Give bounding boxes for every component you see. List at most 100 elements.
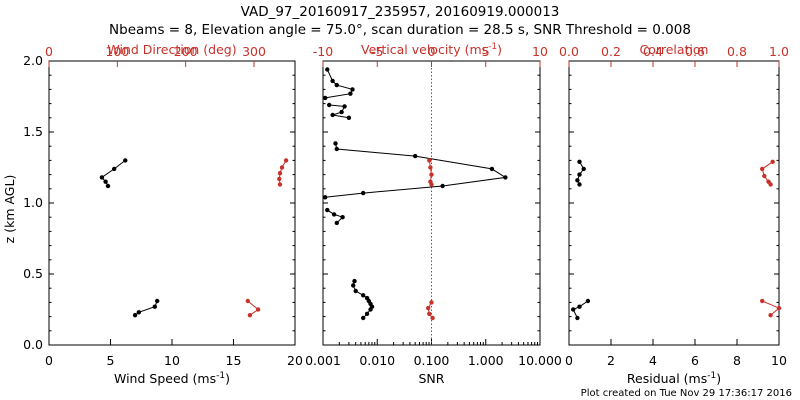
data-point xyxy=(331,212,337,217)
x-tick-label: 0 xyxy=(45,353,53,368)
data-point xyxy=(330,112,335,118)
data-point xyxy=(255,307,261,312)
series-4 xyxy=(245,298,261,318)
top-tick-label: 1.0 xyxy=(769,44,789,59)
data-point xyxy=(351,283,356,288)
x-axis-label: SNR xyxy=(419,371,445,386)
data-point xyxy=(333,141,338,146)
top-axis-label: Vertical velocity (ms-1) xyxy=(361,42,502,57)
data-point xyxy=(353,288,358,294)
x-axis-label-text: SNR xyxy=(419,371,445,386)
data-point xyxy=(132,313,138,318)
top-axis-label: Wind Direction (deg) xyxy=(107,42,236,57)
x-axis-label-text: Residual (ms xyxy=(627,371,707,386)
x-tick-label: 0 xyxy=(565,353,573,368)
data-point xyxy=(346,115,352,121)
data-point xyxy=(577,304,582,309)
data-point xyxy=(571,307,576,312)
top-axis-label-exponent: -1 xyxy=(488,42,497,52)
data-point xyxy=(577,172,582,177)
top-tick-label: 0.2 xyxy=(601,44,621,59)
data-point xyxy=(152,304,157,309)
data-point xyxy=(361,190,366,196)
series-3 xyxy=(760,159,775,187)
data-point xyxy=(503,175,508,180)
data-point xyxy=(277,171,283,176)
plot-frame xyxy=(48,60,296,346)
data-point xyxy=(105,183,111,189)
data-point xyxy=(112,166,117,172)
series-line xyxy=(427,302,433,319)
x-tick-label: 6 xyxy=(691,353,699,368)
x-tick-label: 0.010 xyxy=(359,353,395,368)
data-point xyxy=(577,182,582,187)
data-point xyxy=(581,166,586,172)
top-tick-label: 0 xyxy=(45,44,53,59)
data-point xyxy=(342,104,347,109)
data-point xyxy=(323,95,328,101)
top-tick-label: -5 xyxy=(371,44,383,59)
top-axis-label-text: Correlation xyxy=(640,42,709,57)
y-tick-label: 1.5 xyxy=(23,124,43,139)
top-axis-label-close: ) xyxy=(497,42,502,57)
top-tick-label: 0.6 xyxy=(685,44,705,59)
data-point xyxy=(99,175,105,180)
data-point xyxy=(426,305,431,311)
data-point xyxy=(770,159,775,164)
data-point xyxy=(325,67,330,72)
top-tick-label: 10 xyxy=(532,44,548,59)
data-point xyxy=(577,159,582,164)
top-tick-label: 0.0 xyxy=(559,44,579,59)
data-point xyxy=(348,91,353,96)
data-point xyxy=(413,153,418,159)
x-axis-label-exponent: -1 xyxy=(216,371,225,381)
x-tick-label: 8 xyxy=(733,353,741,368)
data-point xyxy=(340,215,345,220)
series-3 xyxy=(323,141,508,200)
top-tick-label: -10 xyxy=(313,44,333,59)
data-point xyxy=(247,313,253,318)
footer-created: Plot created on Tue Nov 29 17:36:17 2016 xyxy=(581,388,792,399)
top-axis-label: Correlation xyxy=(640,42,709,57)
data-point xyxy=(155,298,160,304)
data-point xyxy=(136,310,141,315)
series-5 xyxy=(351,278,375,321)
x-axis-label: Wind Speed (ms-1) xyxy=(114,371,230,386)
data-point xyxy=(427,158,432,163)
series-line xyxy=(327,209,344,224)
series-1 xyxy=(575,159,586,187)
series-6 xyxy=(427,158,434,187)
x-axis-label: Residual (ms-1) xyxy=(627,371,721,386)
data-point xyxy=(325,207,330,213)
y-tick-label: 2.0 xyxy=(23,53,43,68)
data-point xyxy=(361,315,366,321)
data-point xyxy=(776,305,782,311)
x-tick-label: 0.100 xyxy=(414,353,450,368)
data-point xyxy=(350,87,355,92)
series-1 xyxy=(323,67,355,101)
data-point xyxy=(429,182,434,187)
data-point xyxy=(429,300,434,305)
data-point xyxy=(760,166,765,172)
data-point xyxy=(352,278,357,284)
data-point xyxy=(283,158,289,163)
x-tick-label: 2 xyxy=(607,353,615,368)
x-tick-label: 5 xyxy=(107,353,115,368)
data-point xyxy=(327,102,332,108)
y-axis-label: z (km AGL) xyxy=(2,175,17,244)
x-tick-label: 1.000 xyxy=(468,353,504,368)
data-point xyxy=(330,78,335,84)
x-axis-label-close: ) xyxy=(225,371,230,386)
chart-title: VAD_97_20160917_235957, 20160919.000013 xyxy=(241,4,560,20)
series-line xyxy=(134,300,158,316)
y-tick-label: 1.0 xyxy=(23,195,43,210)
top-tick-label: 0.8 xyxy=(727,44,747,59)
top-tick-label: 0 xyxy=(428,44,436,59)
series-line xyxy=(325,143,507,198)
top-tick-label: 200 xyxy=(174,44,198,59)
x-axis-label-exponent: -1 xyxy=(707,371,716,381)
data-point xyxy=(323,195,328,200)
data-point xyxy=(768,182,773,187)
data-point xyxy=(103,179,108,184)
